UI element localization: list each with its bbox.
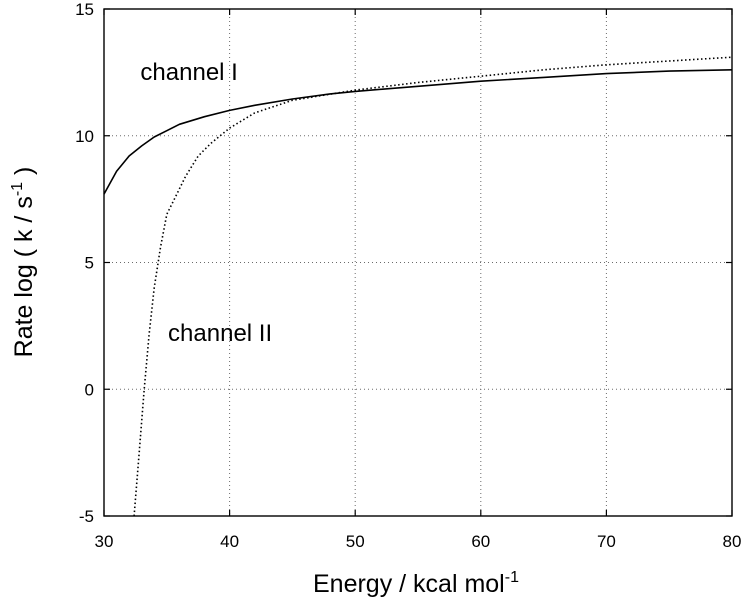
axis-ticks — [103, 8, 733, 517]
x-tick-label: 60 — [471, 532, 490, 551]
y-tick-label: 15 — [75, 0, 94, 19]
y-tick-label: 10 — [75, 127, 94, 146]
x-axis-label: Energy / kcal mol-1 — [313, 569, 519, 598]
y-tick-label: 0 — [85, 380, 94, 399]
y-axis-label: Rate log ( k / s-1 ) — [9, 167, 38, 358]
x-tick-label: 50 — [346, 532, 365, 551]
annotation-label-1: channel I — [140, 59, 237, 86]
annotation-label-2: channel II — [168, 320, 272, 347]
x-tick-label: 30 — [95, 532, 114, 551]
series-line-channel-2 — [133, 56, 733, 517]
annotations: channel I channel II — [140, 59, 272, 347]
tick-labels: 30 40 50 60 70 80 -5 0 5 10 15 — [75, 0, 741, 551]
series-layer — [103, 56, 733, 517]
y-tick-label: 5 — [85, 254, 94, 273]
grid-lines — [104, 9, 732, 516]
x-tick-label: 80 — [723, 532, 742, 551]
series-line-channel-1 — [103, 69, 733, 195]
x-tick-label: 40 — [220, 532, 239, 551]
x-tick-label: 70 — [597, 532, 616, 551]
y-tick-label: -5 — [79, 507, 94, 526]
